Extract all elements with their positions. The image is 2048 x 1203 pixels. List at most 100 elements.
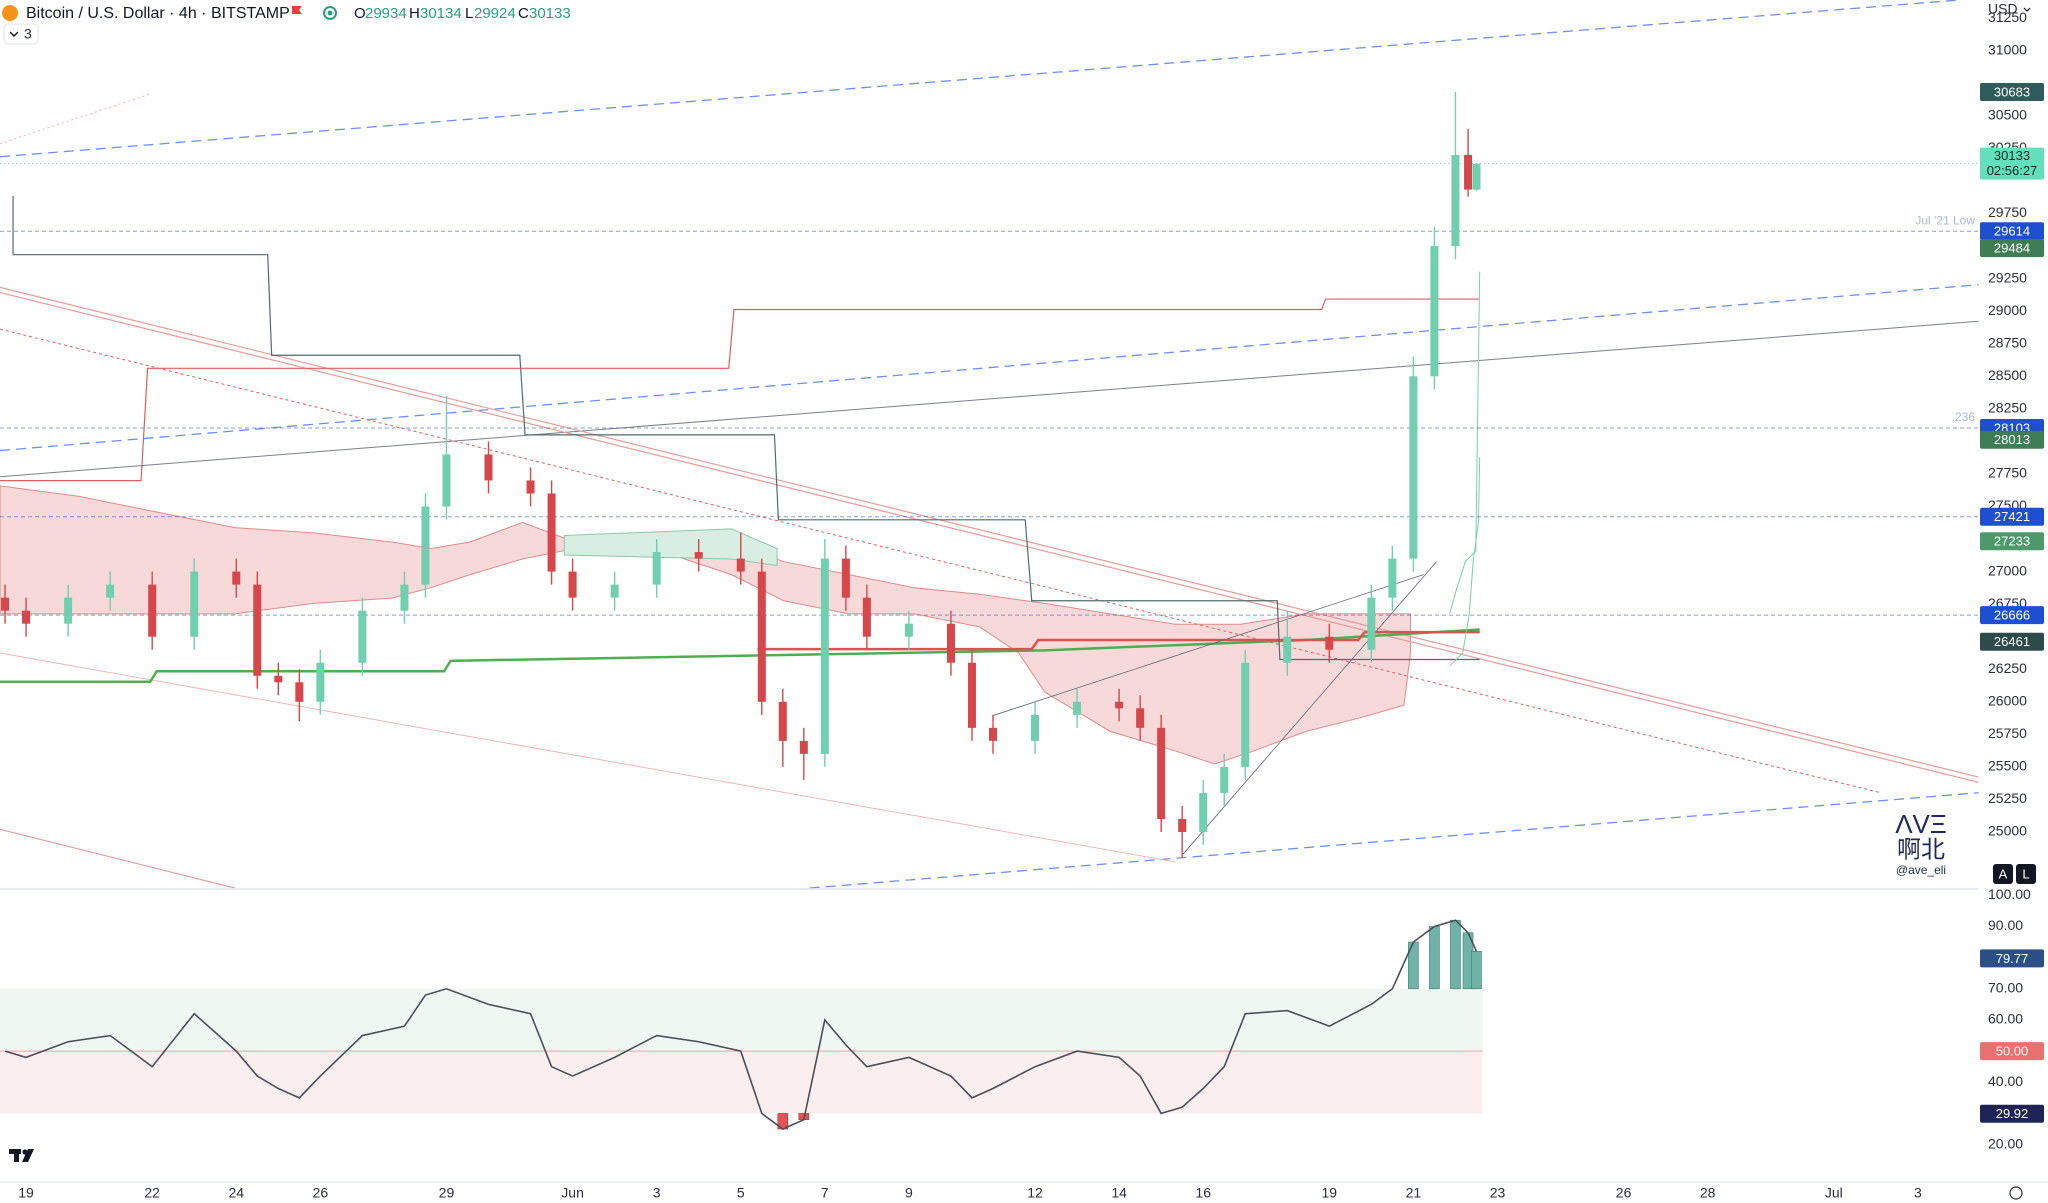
candle-body xyxy=(232,571,241,585)
price-tag xyxy=(1980,83,2044,102)
price-tag-label: 29.92 xyxy=(1996,1106,2029,1121)
candle-body xyxy=(1283,636,1292,663)
y-tick-label: 29750 xyxy=(1988,204,2027,220)
trend-line xyxy=(0,0,1959,157)
ohlc-value: 29924 xyxy=(474,5,516,22)
y-tick-label: 28500 xyxy=(1988,367,2027,383)
price-tag xyxy=(1980,239,2044,258)
candle-body xyxy=(841,558,850,598)
price-tag-label: 30683 xyxy=(1994,84,2030,99)
tv-logo[interactable] xyxy=(9,1149,34,1162)
candle-body xyxy=(1115,701,1124,709)
candle-body xyxy=(820,558,829,754)
channel-line xyxy=(0,829,235,888)
watermark-name: 啊北 xyxy=(1897,836,1945,863)
candles xyxy=(1,92,1481,859)
y-tick-label: 100.00 xyxy=(1988,886,2031,902)
rsi-line xyxy=(4,919,1478,1130)
candle-body xyxy=(1241,662,1250,767)
price-tag xyxy=(1980,532,2044,551)
trend-line xyxy=(810,793,1979,888)
x-tick-label: 19 xyxy=(18,1185,34,1201)
y-tick-label: 29000 xyxy=(1988,302,2027,318)
baseline xyxy=(0,629,1480,681)
indicators-count: 3 xyxy=(24,26,32,42)
band-upper xyxy=(0,988,1483,1052)
y-tick-label: 25500 xyxy=(1988,758,2027,774)
chevron-icon xyxy=(9,31,19,38)
x-tick-label: 3 xyxy=(1914,1185,1922,1201)
candle-body xyxy=(1073,701,1082,715)
band-lower xyxy=(0,1051,1483,1114)
price-tag xyxy=(1980,430,2044,449)
candle-body xyxy=(295,682,304,702)
candle-body xyxy=(568,571,577,598)
channel-line xyxy=(0,287,1979,777)
channel-line xyxy=(0,329,1881,793)
chevron-icon xyxy=(2023,7,2031,12)
watermark-logo: ΛVΞ xyxy=(1895,809,1947,839)
button-label: A xyxy=(1999,866,2008,881)
price-tag-label: 27421 xyxy=(1994,509,2030,524)
x-tick-label: 26 xyxy=(313,1185,329,1201)
wedge-line xyxy=(1182,562,1437,856)
settings-icon[interactable] xyxy=(2009,1186,2023,1200)
countdown: 02:56:27 xyxy=(1987,163,2038,178)
x-tick-label: 9 xyxy=(905,1185,913,1201)
log-scale-button[interactable] xyxy=(2016,864,2036,884)
x-tick-label: 5 xyxy=(737,1185,745,1201)
y-tick-label: 31000 xyxy=(1988,41,2027,57)
y-tick-label: 27750 xyxy=(1988,465,2027,481)
last-price-tag xyxy=(1980,147,2044,180)
indicators-toggle[interactable] xyxy=(3,23,39,45)
price-tag-label: 50.00 xyxy=(1996,1044,2029,1059)
candle-body xyxy=(316,662,325,702)
candle-body xyxy=(1220,766,1229,793)
flag-icon[interactable] xyxy=(292,6,302,14)
price-tag xyxy=(1980,606,2044,625)
price-tag-label: 29614 xyxy=(1994,224,2030,239)
y-tick-label: 26000 xyxy=(1988,693,2027,709)
candle-body xyxy=(1031,714,1040,741)
price-tag-label: 26461 xyxy=(1994,634,2030,649)
channel-line xyxy=(0,653,1175,862)
x-tick-label: 16 xyxy=(1195,1185,1211,1201)
level-note: Jul '21 Low xyxy=(1915,213,1975,227)
price-tag xyxy=(1980,222,2044,241)
candle-body xyxy=(778,701,787,741)
status-icon xyxy=(327,10,333,16)
candle-body xyxy=(967,662,976,728)
x-tick-label: 12 xyxy=(1027,1185,1043,1201)
y-tick-label: 25750 xyxy=(1988,725,2027,741)
x-tick-label: 23 xyxy=(1490,1185,1506,1201)
symbol-title: Bitcoin / U.S. Dollar · 4h · BITSTAMP xyxy=(26,5,290,22)
price-tag xyxy=(1980,1042,2044,1061)
baseline-red xyxy=(757,632,1479,649)
auto-scale-button[interactable] xyxy=(1993,864,2013,884)
watermark-handle: @ave_eli xyxy=(1896,863,1946,877)
wedge-line xyxy=(993,575,1424,716)
price-tag xyxy=(1980,632,2044,651)
y-tick-label: 28250 xyxy=(1988,400,2027,416)
candle-body xyxy=(1388,558,1397,598)
x-tick-label: 19 xyxy=(1322,1185,1338,1201)
currency-label[interactable]: USD xyxy=(1988,1,2018,17)
candle-body xyxy=(1136,708,1145,728)
trend-line xyxy=(0,321,1979,476)
y-tick-label: 26250 xyxy=(1988,660,2027,676)
price-tag-label: 28013 xyxy=(1994,432,2030,447)
candle-body xyxy=(1451,154,1460,247)
ohlc-value: 29934 xyxy=(365,5,407,22)
candle-body xyxy=(799,740,808,754)
candle-body xyxy=(610,584,619,598)
candle-body xyxy=(274,675,283,683)
candle-body xyxy=(988,727,997,741)
indicator-overlays xyxy=(0,0,1979,888)
x-tick-label: 28 xyxy=(1700,1185,1716,1201)
candle-body xyxy=(1367,597,1376,650)
candle-body xyxy=(694,552,703,559)
donchian-line xyxy=(13,196,1480,660)
logo-part xyxy=(22,1149,34,1162)
